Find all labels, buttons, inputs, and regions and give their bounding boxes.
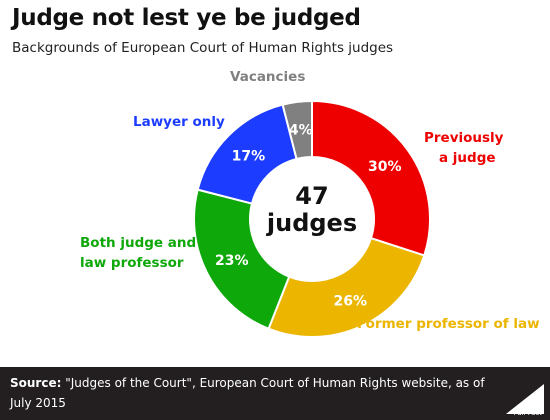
value-label-lawyer-only: 17% <box>232 148 266 164</box>
slice-vacancies <box>281 99 313 161</box>
category-label-line: Both judge and <box>80 235 196 251</box>
full-fact-logo-icon <box>506 384 544 414</box>
center-unit: judges <box>266 209 357 237</box>
slice-category-labels: Previously a judge Former professor of law… <box>80 69 540 332</box>
slice-value-labels: 30% 26% 23% 17% 4% <box>215 123 402 310</box>
category-label-former-professor-of-law: Former professor of law <box>357 316 540 332</box>
category-label-previously-a-judge: Previously a judge <box>424 130 504 166</box>
value-label-vacancies: 4% <box>289 123 313 139</box>
source-note: Source: "Judges of the Court", European … <box>10 373 495 413</box>
chart-subtitle: Backgrounds of European Court of Human R… <box>12 40 394 56</box>
category-label-lawyer-only: Lawyer only <box>133 114 225 130</box>
category-label-line: a judge <box>439 150 496 166</box>
category-label-line: Vacancies <box>230 69 305 85</box>
category-label-vacancies: Vacancies <box>230 69 305 85</box>
logo-wordmark: Full Fact <box>513 409 542 417</box>
value-label-previously-a-judge: 30% <box>368 159 402 175</box>
chart-title: Judge not lest ye be judged <box>12 5 361 31</box>
center-count: 47 <box>295 182 328 210</box>
slice-former-professor-of-law <box>267 236 426 338</box>
source-text: "Judges of the Court", European Court of… <box>10 376 485 410</box>
category-label-line: Former professor of law <box>357 316 540 332</box>
donut-slices <box>193 99 431 338</box>
category-label-line: law professor <box>80 255 184 271</box>
slice-both-judge-and-law-professor <box>193 188 291 331</box>
source-label: Source: <box>10 376 62 390</box>
category-label-line: Previously <box>424 130 504 146</box>
category-label-line: Lawyer only <box>133 114 225 130</box>
value-label-both-judge-and-law-professor: 23% <box>215 253 249 269</box>
donut-chart: 30% 26% 23% 17% 4% Previously a judge Former p… <box>80 69 540 338</box>
category-label-both-judge-and-law-professor: Both judge and law professor <box>80 235 196 271</box>
source-footer: Source: "Judges of the Court", European … <box>0 367 550 420</box>
slice-previously-a-judge <box>311 99 431 257</box>
value-label-former-professor-of-law: 26% <box>334 293 368 309</box>
